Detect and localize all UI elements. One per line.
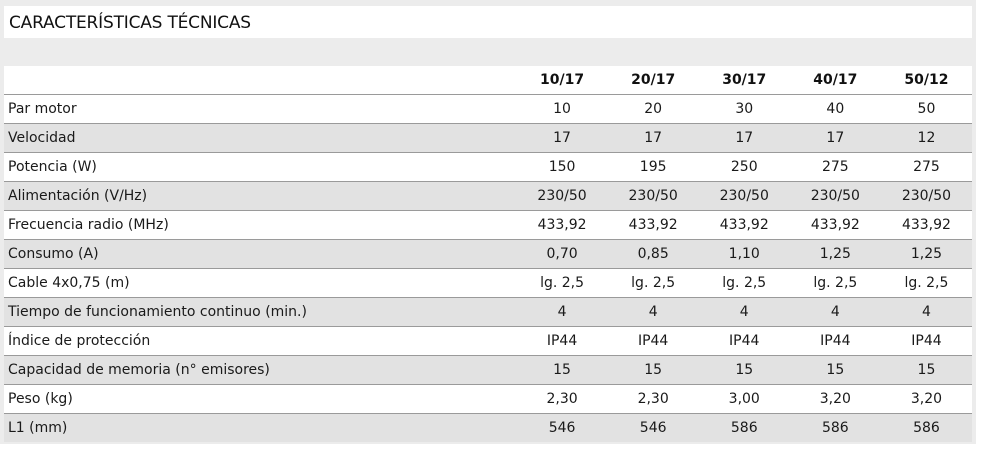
table-row: Cable 4x0,75 (m) lg. 2,5 lg. 2,5 lg. 2,5 lg.… [4, 268, 972, 298]
value-cell: 586 [880, 413, 972, 442]
row-label: Velocidad [4, 123, 517, 153]
value-cell: 546 [607, 413, 699, 442]
value-cell: 17 [516, 123, 608, 153]
value-cell: lg. 2,5 [607, 268, 699, 298]
model-header: 20/17 [607, 66, 699, 95]
row-label: Capacidad de memoria (n° emisores) [4, 355, 517, 385]
value-cell: 230/50 [516, 181, 608, 211]
table-row: Consumo (A) 0,70 0,85 1,10 1,25 1,25 [4, 239, 972, 269]
value-cell: 10 [516, 94, 608, 124]
row-label: Frecuencia radio (MHz) [4, 210, 517, 240]
table-row: Frecuencia radio (MHz) 433,92 433,92 433,92… [4, 210, 972, 240]
value-cell: 250 [698, 152, 790, 182]
value-cell: 230/50 [880, 181, 972, 211]
value-cell: 30 [698, 94, 790, 124]
value-cell: 0,85 [607, 239, 699, 269]
value-cell: lg. 2,5 [789, 268, 881, 298]
value-cell: 15 [698, 355, 790, 385]
value-cell: 3,20 [880, 384, 972, 414]
value-cell: 586 [789, 413, 881, 442]
value-cell: IP44 [880, 326, 972, 356]
value-cell: 275 [789, 152, 881, 182]
value-cell: 275 [880, 152, 972, 182]
table-row: Potencia (W) 150 195 250 275 275 [4, 152, 972, 182]
row-label: Alimentación (V/Hz) [4, 181, 517, 211]
value-cell: 1,25 [789, 239, 881, 269]
value-cell: 1,25 [880, 239, 972, 269]
value-cell: 230/50 [607, 181, 699, 211]
table-row: Alimentación (V/Hz) 230/50 230/50 230/50 230… [4, 181, 972, 211]
value-cell: lg. 2,5 [516, 268, 608, 298]
value-cell: 1,10 [698, 239, 790, 269]
value-cell: 15 [789, 355, 881, 385]
value-cell: 15 [607, 355, 699, 385]
spec-table-container: 10/17 20/17 30/17 40/17 50/12 Par motor 1… [4, 66, 972, 442]
value-cell: IP44 [516, 326, 608, 356]
row-label: Potencia (W) [4, 152, 517, 182]
model-header: 30/17 [698, 66, 790, 95]
value-cell: 15 [516, 355, 608, 385]
value-cell: 433,92 [607, 210, 699, 240]
table-row: Peso (kg) 2,30 2,30 3,00 3,20 3,20 [4, 384, 972, 414]
spec-table-body: Par motor 10 20 30 40 50 Velocidad 17 17 17 17 12 Po… [4, 94, 972, 442]
value-cell: 17 [607, 123, 699, 153]
value-cell: IP44 [789, 326, 881, 356]
value-cell: 150 [516, 152, 608, 182]
row-label: Consumo (A) [4, 239, 517, 269]
value-cell: 3,20 [789, 384, 881, 414]
value-cell: IP44 [698, 326, 790, 356]
value-cell: 433,92 [789, 210, 881, 240]
row-label: Tiempo de funcionamiento continuo (min.) [4, 297, 517, 327]
value-cell: 2,30 [607, 384, 699, 414]
value-cell: 20 [607, 94, 699, 124]
table-row: Velocidad 17 17 17 17 12 [4, 123, 972, 153]
value-cell: 17 [789, 123, 881, 153]
value-cell: 433,92 [516, 210, 608, 240]
row-label: Peso (kg) [4, 384, 517, 414]
value-cell: 546 [516, 413, 608, 442]
table-row: Tiempo de funcionamiento continuo (min.)… [4, 297, 972, 327]
row-label: Índice de protección [4, 326, 517, 356]
page-title: CARACTERÍSTICAS TÉCNICAS [9, 13, 251, 33]
value-cell: 433,92 [880, 210, 972, 240]
table-row: L1 (mm) 546 546 586 586 586 [4, 413, 972, 442]
title-bar: CARACTERÍSTICAS TÉCNICAS [4, 6, 972, 38]
model-header: 40/17 [789, 66, 881, 95]
value-cell: 195 [607, 152, 699, 182]
value-cell: 4 [607, 297, 699, 327]
row-label: Par motor [4, 94, 517, 124]
value-cell: 4 [698, 297, 790, 327]
value-cell: IP44 [607, 326, 699, 356]
model-header: 10/17 [516, 66, 608, 95]
spec-table: 10/17 20/17 30/17 40/17 50/12 Par motor 1… [4, 66, 972, 442]
value-cell: 40 [789, 94, 881, 124]
value-cell: 230/50 [789, 181, 881, 211]
value-cell: 230/50 [698, 181, 790, 211]
table-row: Capacidad de memoria (n° emisores) 15 15 15… [4, 355, 972, 385]
value-cell: 12 [880, 123, 972, 153]
row-label: L1 (mm) [4, 413, 517, 442]
model-header: 50/12 [880, 66, 972, 95]
value-cell: 4 [789, 297, 881, 327]
header-empty-cell [4, 66, 517, 95]
value-cell: 0,70 [516, 239, 608, 269]
value-cell: 4 [880, 297, 972, 327]
table-row: Índice de protección IP44 IP44 IP44 IP44 IP44 [4, 326, 972, 356]
value-cell: 4 [516, 297, 608, 327]
table-row: Par motor 10 20 30 40 50 [4, 94, 972, 124]
value-cell: 2,30 [516, 384, 608, 414]
value-cell: lg. 2,5 [698, 268, 790, 298]
header-row: 10/17 20/17 30/17 40/17 50/12 [4, 66, 972, 95]
value-cell: 17 [698, 123, 790, 153]
value-cell: 3,00 [698, 384, 790, 414]
value-cell: 50 [880, 94, 972, 124]
value-cell: 15 [880, 355, 972, 385]
row-label: Cable 4x0,75 (m) [4, 268, 517, 298]
value-cell: 586 [698, 413, 790, 442]
value-cell: 433,92 [698, 210, 790, 240]
value-cell: lg. 2,5 [880, 268, 972, 298]
